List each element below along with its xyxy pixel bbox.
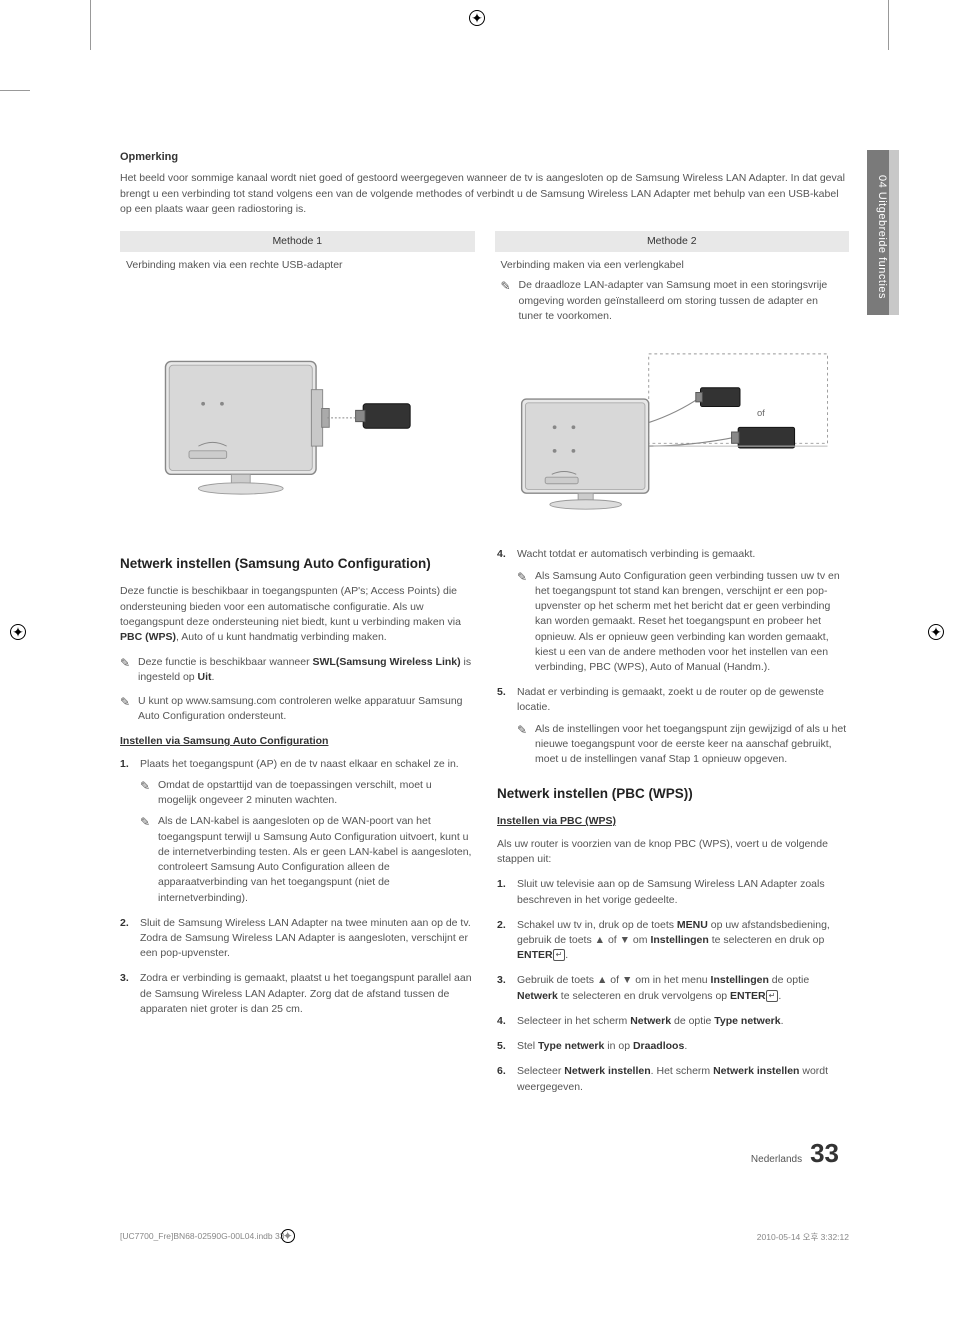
page-footer: Nederlands 33	[120, 1135, 849, 1171]
methode1-sub: Verbinding maken via een rechte USB-adap…	[120, 256, 475, 334]
step1-note2: ✎ Als de LAN-kabel is aangesloten op de …	[140, 814, 472, 905]
print-file: [UC7700_Fre]BN68-02590G-00L04.indb 33	[120, 1231, 284, 1243]
step-4: Wacht totdat er automatisch verbinding i…	[497, 547, 849, 675]
note-icon: ✎	[140, 778, 158, 795]
side-tab: 04 Uitgebreide functies	[867, 150, 889, 315]
step5-note: ✎ Als de instellingen voor het toegangsp…	[517, 722, 849, 768]
pbc-step-6: Selecteer Netwerk instellen. Het scherm …	[497, 1064, 849, 1094]
footer-language: Nederlands	[751, 1153, 802, 1167]
note-icon: ✎	[501, 278, 519, 295]
print-footer: [UC7700_Fre]BN68-02590G-00L04.indb 33 ✦ …	[0, 1231, 954, 1243]
methode2-sub-text: Verbinding maken via een verlengkabel	[501, 258, 844, 273]
methode2-sub: Verbinding maken via een verlengkabel ✎ …	[495, 256, 850, 334]
intro-text: Het beeld voor sommige kanaal wordt niet…	[120, 171, 849, 217]
crop-mark-bottom: ✦	[281, 1229, 295, 1243]
pbc-step-5: Stel Type netwerk in op Draadloos.	[497, 1039, 849, 1054]
footer-page-number: 33	[810, 1135, 839, 1171]
steps-continued: Wacht totdat er automatisch verbinding i…	[497, 547, 849, 767]
steps-pbc: Sluit uw televisie aan op de Samsung Wir…	[497, 877, 849, 1094]
heading-pbc-wps: Netwerk instellen (PBC (WPS))	[497, 785, 849, 804]
sub-heading-pbc: Instellen via PBC (WPS)	[497, 814, 849, 829]
side-tab-shadow	[889, 150, 899, 315]
step-2: Sluit de Samsung Wireless LAN Adapter na…	[120, 916, 472, 962]
step-3: Zodra er verbinding is gemaakt, plaatst …	[120, 971, 472, 1017]
pbc-step-4: Selecteer in het scherm Netwerk de optie…	[497, 1014, 849, 1029]
note-samsung-site: ✎ U kunt op www.samsung.com controleren …	[120, 694, 472, 724]
note-icon: ✎	[517, 569, 535, 586]
heading-opmerking: Opmerking	[120, 150, 849, 165]
pbc-intro: Als uw router is voorzien van de knop PB…	[497, 837, 849, 867]
right-column: Wacht totdat er automatisch verbinding i…	[497, 547, 849, 1104]
diagram1	[120, 342, 475, 527]
diagram-row: of	[120, 342, 849, 527]
heading-auto-config: Netwerk instellen (Samsung Auto Configur…	[120, 555, 472, 574]
methode2-note: De draadloze LAN-adapter van Samsung moe…	[519, 278, 844, 324]
note-icon: ✎	[120, 655, 138, 672]
content-columns: Netwerk instellen (Samsung Auto Configur…	[120, 547, 849, 1104]
step1-note1: ✎ Omdat de opstarttijd van de toepassing…	[140, 778, 472, 808]
methode2-header: Methode 2	[495, 231, 850, 252]
pbc-step-3: Gebruik de toets ▲ of ▼ om in het menu I…	[497, 973, 849, 1003]
diagram2: of	[495, 342, 850, 527]
note-icon: ✎	[120, 694, 138, 711]
left-column: Netwerk instellen (Samsung Auto Configur…	[120, 547, 472, 1104]
sub-heading-instellen: Instellen via Samsung Auto Configuration	[120, 734, 472, 749]
diagram-of-label: of	[756, 407, 764, 418]
note-icon: ✎	[517, 722, 535, 739]
tv-diagram-1	[130, 352, 465, 512]
step-5: Nadat er verbinding is gemaakt, zoekt u …	[497, 685, 849, 767]
enter-icon: ↵	[766, 990, 779, 1002]
step-1: Plaats het toegangspunt (AP) en de tv na…	[120, 757, 472, 906]
methode-header-row: Methode 1 Methode 2	[120, 231, 849, 252]
step4-note: ✎ Als Samsung Auto Configuration geen ve…	[517, 569, 849, 676]
tv-diagram-2: of	[505, 352, 840, 512]
methode1-header: Methode 1	[120, 231, 475, 252]
enter-icon: ↵	[553, 949, 566, 961]
steps-auto-config: Plaats het toegangspunt (AP) en de tv na…	[120, 757, 472, 1017]
note-swl: ✎ Deze functie is beschikbaar wanneer SW…	[120, 655, 472, 685]
print-timestamp: 2010-05-14 오후 3:32:12	[757, 1231, 849, 1243]
auto-config-intro: Deze functie is beschikbaar in toegangsp…	[120, 584, 472, 645]
pbc-step-2: Schakel uw tv in, druk op de toets MENU …	[497, 918, 849, 964]
methode-sub-row: Verbinding maken via een rechte USB-adap…	[120, 256, 849, 334]
pbc-step-1: Sluit uw televisie aan op de Samsung Wir…	[497, 877, 849, 907]
note-icon: ✎	[140, 814, 158, 831]
